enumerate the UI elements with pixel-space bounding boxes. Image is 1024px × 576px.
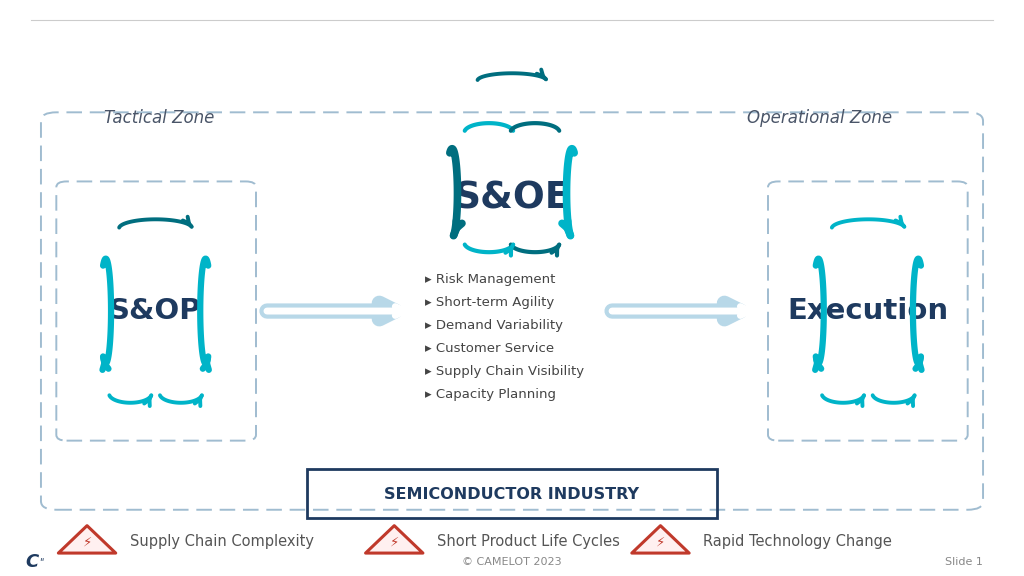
Text: ▸ Demand Variability: ▸ Demand Variability [425,319,563,332]
Text: Tactical Zone: Tactical Zone [103,109,214,127]
Text: ▸ Supply Chain Visibility: ▸ Supply Chain Visibility [425,365,584,378]
Polygon shape [58,526,116,553]
Text: ⚡: ⚡ [82,535,92,548]
Text: Operational Zone: Operational Zone [746,109,892,127]
Text: © CAMELOT 2023: © CAMELOT 2023 [462,556,562,567]
Text: S&OE: S&OE [454,181,570,217]
Text: ▸ Short-term Agility: ▸ Short-term Agility [425,296,554,309]
Text: ▸ Capacity Planning: ▸ Capacity Planning [425,388,556,401]
Text: Short Product Life Cycles: Short Product Life Cycles [437,535,621,550]
Text: Execution: Execution [787,297,949,325]
Text: ʺ: ʺ [39,559,43,570]
Text: SEMICONDUCTOR INDUSTRY: SEMICONDUCTOR INDUSTRY [384,487,640,502]
Text: Slide 1: Slide 1 [945,556,983,567]
Text: ▸ Risk Management: ▸ Risk Management [425,273,555,286]
Text: Rapid Technology Change: Rapid Technology Change [703,535,892,550]
Text: ▸ Customer Service: ▸ Customer Service [425,342,554,355]
Polygon shape [632,526,689,553]
Text: ⚡: ⚡ [655,535,666,548]
Text: S&OP: S&OP [110,297,202,325]
Text: Supply Chain Complexity: Supply Chain Complexity [130,535,314,550]
Text: C: C [26,552,39,571]
Polygon shape [366,526,423,553]
Text: ⚡: ⚡ [389,535,399,548]
